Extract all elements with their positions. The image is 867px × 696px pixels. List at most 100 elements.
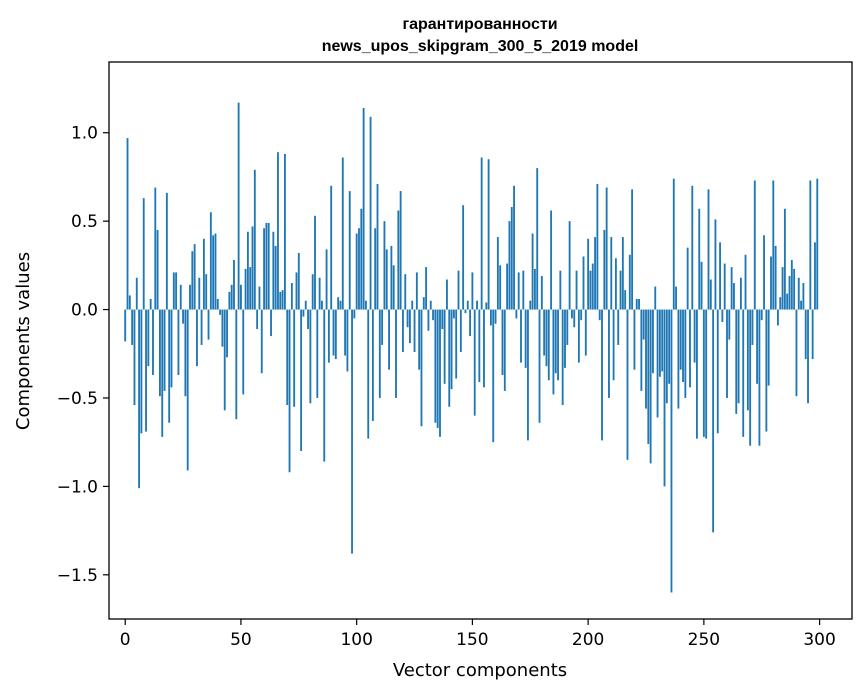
bar	[163, 309, 166, 391]
bar	[240, 284, 242, 310]
bar	[489, 309, 492, 326]
bar	[209, 212, 212, 310]
bar	[140, 309, 143, 434]
bar	[487, 159, 490, 310]
y-tick-label: −1.0	[57, 477, 98, 497]
bar	[388, 309, 390, 370]
bar	[608, 309, 610, 398]
bar	[693, 309, 696, 363]
bar	[790, 260, 793, 310]
bar	[596, 184, 599, 310]
x-axis-ticks: 0 50 100 150 200 250 300	[120, 619, 836, 650]
bar	[726, 309, 728, 398]
bar	[709, 279, 712, 310]
bar	[131, 309, 134, 345]
bar	[577, 309, 580, 363]
bar	[300, 309, 303, 452]
bar	[527, 309, 529, 441]
bar	[804, 309, 807, 360]
bar	[459, 309, 462, 352]
bar	[272, 231, 275, 310]
bar	[457, 270, 460, 310]
bar	[793, 268, 796, 310]
bar	[168, 309, 171, 423]
bar	[698, 208, 701, 310]
bar	[682, 309, 684, 383]
bar	[385, 249, 388, 310]
bar	[177, 309, 180, 375]
bar	[517, 272, 520, 310]
bar	[723, 263, 726, 310]
bar	[436, 309, 439, 429]
bar	[561, 309, 564, 406]
bar	[712, 309, 715, 533]
bar	[554, 309, 557, 374]
bar	[133, 309, 136, 406]
bar	[402, 309, 404, 352]
bar	[413, 309, 416, 352]
bar	[714, 219, 717, 310]
bar	[765, 309, 768, 432]
bar	[529, 300, 532, 310]
bar	[603, 229, 606, 310]
bar	[515, 309, 518, 319]
bar	[584, 309, 587, 356]
bar	[450, 309, 453, 390]
bar	[367, 309, 370, 439]
bar	[508, 221, 511, 310]
bar	[478, 309, 481, 383]
bar	[283, 153, 286, 310]
bar	[353, 309, 356, 319]
bar	[172, 272, 175, 310]
x-tick-label: 200	[572, 630, 604, 650]
bar	[614, 258, 617, 310]
bar	[158, 309, 161, 397]
bar	[783, 208, 786, 310]
bar	[469, 309, 472, 337]
y-axis-label: Components values	[13, 252, 34, 430]
bar	[763, 235, 765, 310]
bar	[774, 245, 777, 310]
bar	[670, 309, 673, 593]
bar	[483, 309, 485, 388]
bar	[376, 184, 379, 310]
bar	[626, 309, 629, 460]
bar	[425, 267, 428, 310]
bar	[369, 116, 372, 310]
bar	[707, 189, 710, 310]
bar	[256, 309, 259, 330]
bar	[196, 309, 198, 367]
bar	[214, 233, 217, 310]
bar	[777, 309, 779, 326]
bar	[237, 102, 240, 310]
bar	[656, 309, 659, 418]
bar	[485, 302, 488, 310]
bar	[779, 297, 782, 310]
bar	[601, 309, 603, 441]
bar	[307, 309, 309, 330]
bar	[142, 198, 145, 310]
bar	[332, 309, 335, 356]
bar	[358, 228, 360, 310]
bar	[642, 309, 645, 340]
bar	[397, 210, 400, 310]
bar	[721, 309, 724, 322]
bar	[533, 268, 536, 310]
bar	[186, 309, 189, 471]
bar	[719, 242, 721, 310]
bar	[466, 300, 469, 310]
bar	[334, 309, 337, 360]
bar	[807, 309, 809, 404]
bar	[665, 309, 668, 404]
x-tick-label: 100	[340, 630, 372, 650]
bar	[212, 235, 215, 310]
bar	[293, 309, 296, 407]
bar	[323, 309, 326, 462]
bar	[675, 286, 678, 310]
bar	[695, 309, 698, 439]
bar	[624, 290, 627, 310]
bar	[649, 309, 652, 464]
plot-frame	[108, 61, 853, 620]
bar	[663, 309, 666, 487]
bar	[749, 309, 752, 446]
